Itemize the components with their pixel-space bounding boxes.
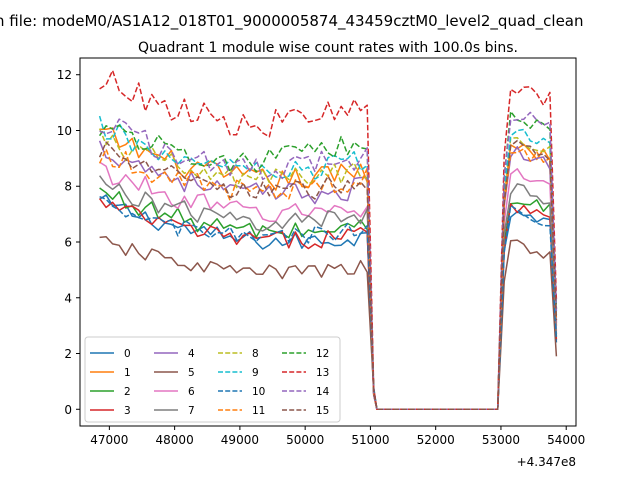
x-axis-offset-label: +4.347e8 <box>517 455 576 469</box>
x-tick-label: 51000 <box>351 433 389 447</box>
legend-label-14: 14 <box>316 386 330 398</box>
legend-label-6: 6 <box>188 386 195 398</box>
legend-label-13: 13 <box>316 367 329 379</box>
legend-label-8: 8 <box>252 348 259 360</box>
series-line-15 <box>98 139 558 411</box>
legend-label-11: 11 <box>252 405 265 417</box>
legend-label-15: 15 <box>316 405 329 417</box>
y-tick-label: 4 <box>64 291 72 305</box>
legend-label-3: 3 <box>124 405 131 417</box>
figure-suptitle: n file: modeM0/AS1A12_018T01_9000005874_… <box>0 12 584 31</box>
legend-box <box>84 336 341 423</box>
y-tick-label: 8 <box>64 180 72 194</box>
x-tick-label: 50000 <box>286 433 324 447</box>
y-tick-label: 2 <box>64 347 72 361</box>
x-tick-label: 49000 <box>221 433 259 447</box>
legend-label-5: 5 <box>188 367 195 379</box>
x-tick-label: 54000 <box>547 433 585 447</box>
x-tick-label: 53000 <box>482 433 520 447</box>
series-lines <box>98 69 558 411</box>
chart-title: Quadrant 1 module wise count rates with … <box>138 40 518 56</box>
x-axis: 47000 48000 49000 50000 51000 52000 53000 54000 <box>90 426 585 447</box>
legend-label-10: 10 <box>252 386 265 398</box>
x-tick-label: 52000 <box>417 433 455 447</box>
legend-label-9: 9 <box>252 367 259 379</box>
legend-label-0: 0 <box>124 348 131 360</box>
legend-label-4: 4 <box>188 348 195 360</box>
legend-label-12: 12 <box>316 348 329 360</box>
x-tick-label: 47000 <box>90 433 128 447</box>
legend-label-2: 2 <box>124 386 131 398</box>
x-tick-label: 48000 <box>156 433 194 447</box>
y-tick-label: 12 <box>57 68 72 82</box>
y-axis: 0 2 4 6 8 10 12 <box>57 68 80 417</box>
y-tick-label: 0 <box>64 403 72 417</box>
y-tick-label: 6 <box>64 236 72 250</box>
legend-label-1: 1 <box>124 367 131 379</box>
legend-label-7: 7 <box>188 405 195 417</box>
y-tick-label: 10 <box>57 124 72 138</box>
